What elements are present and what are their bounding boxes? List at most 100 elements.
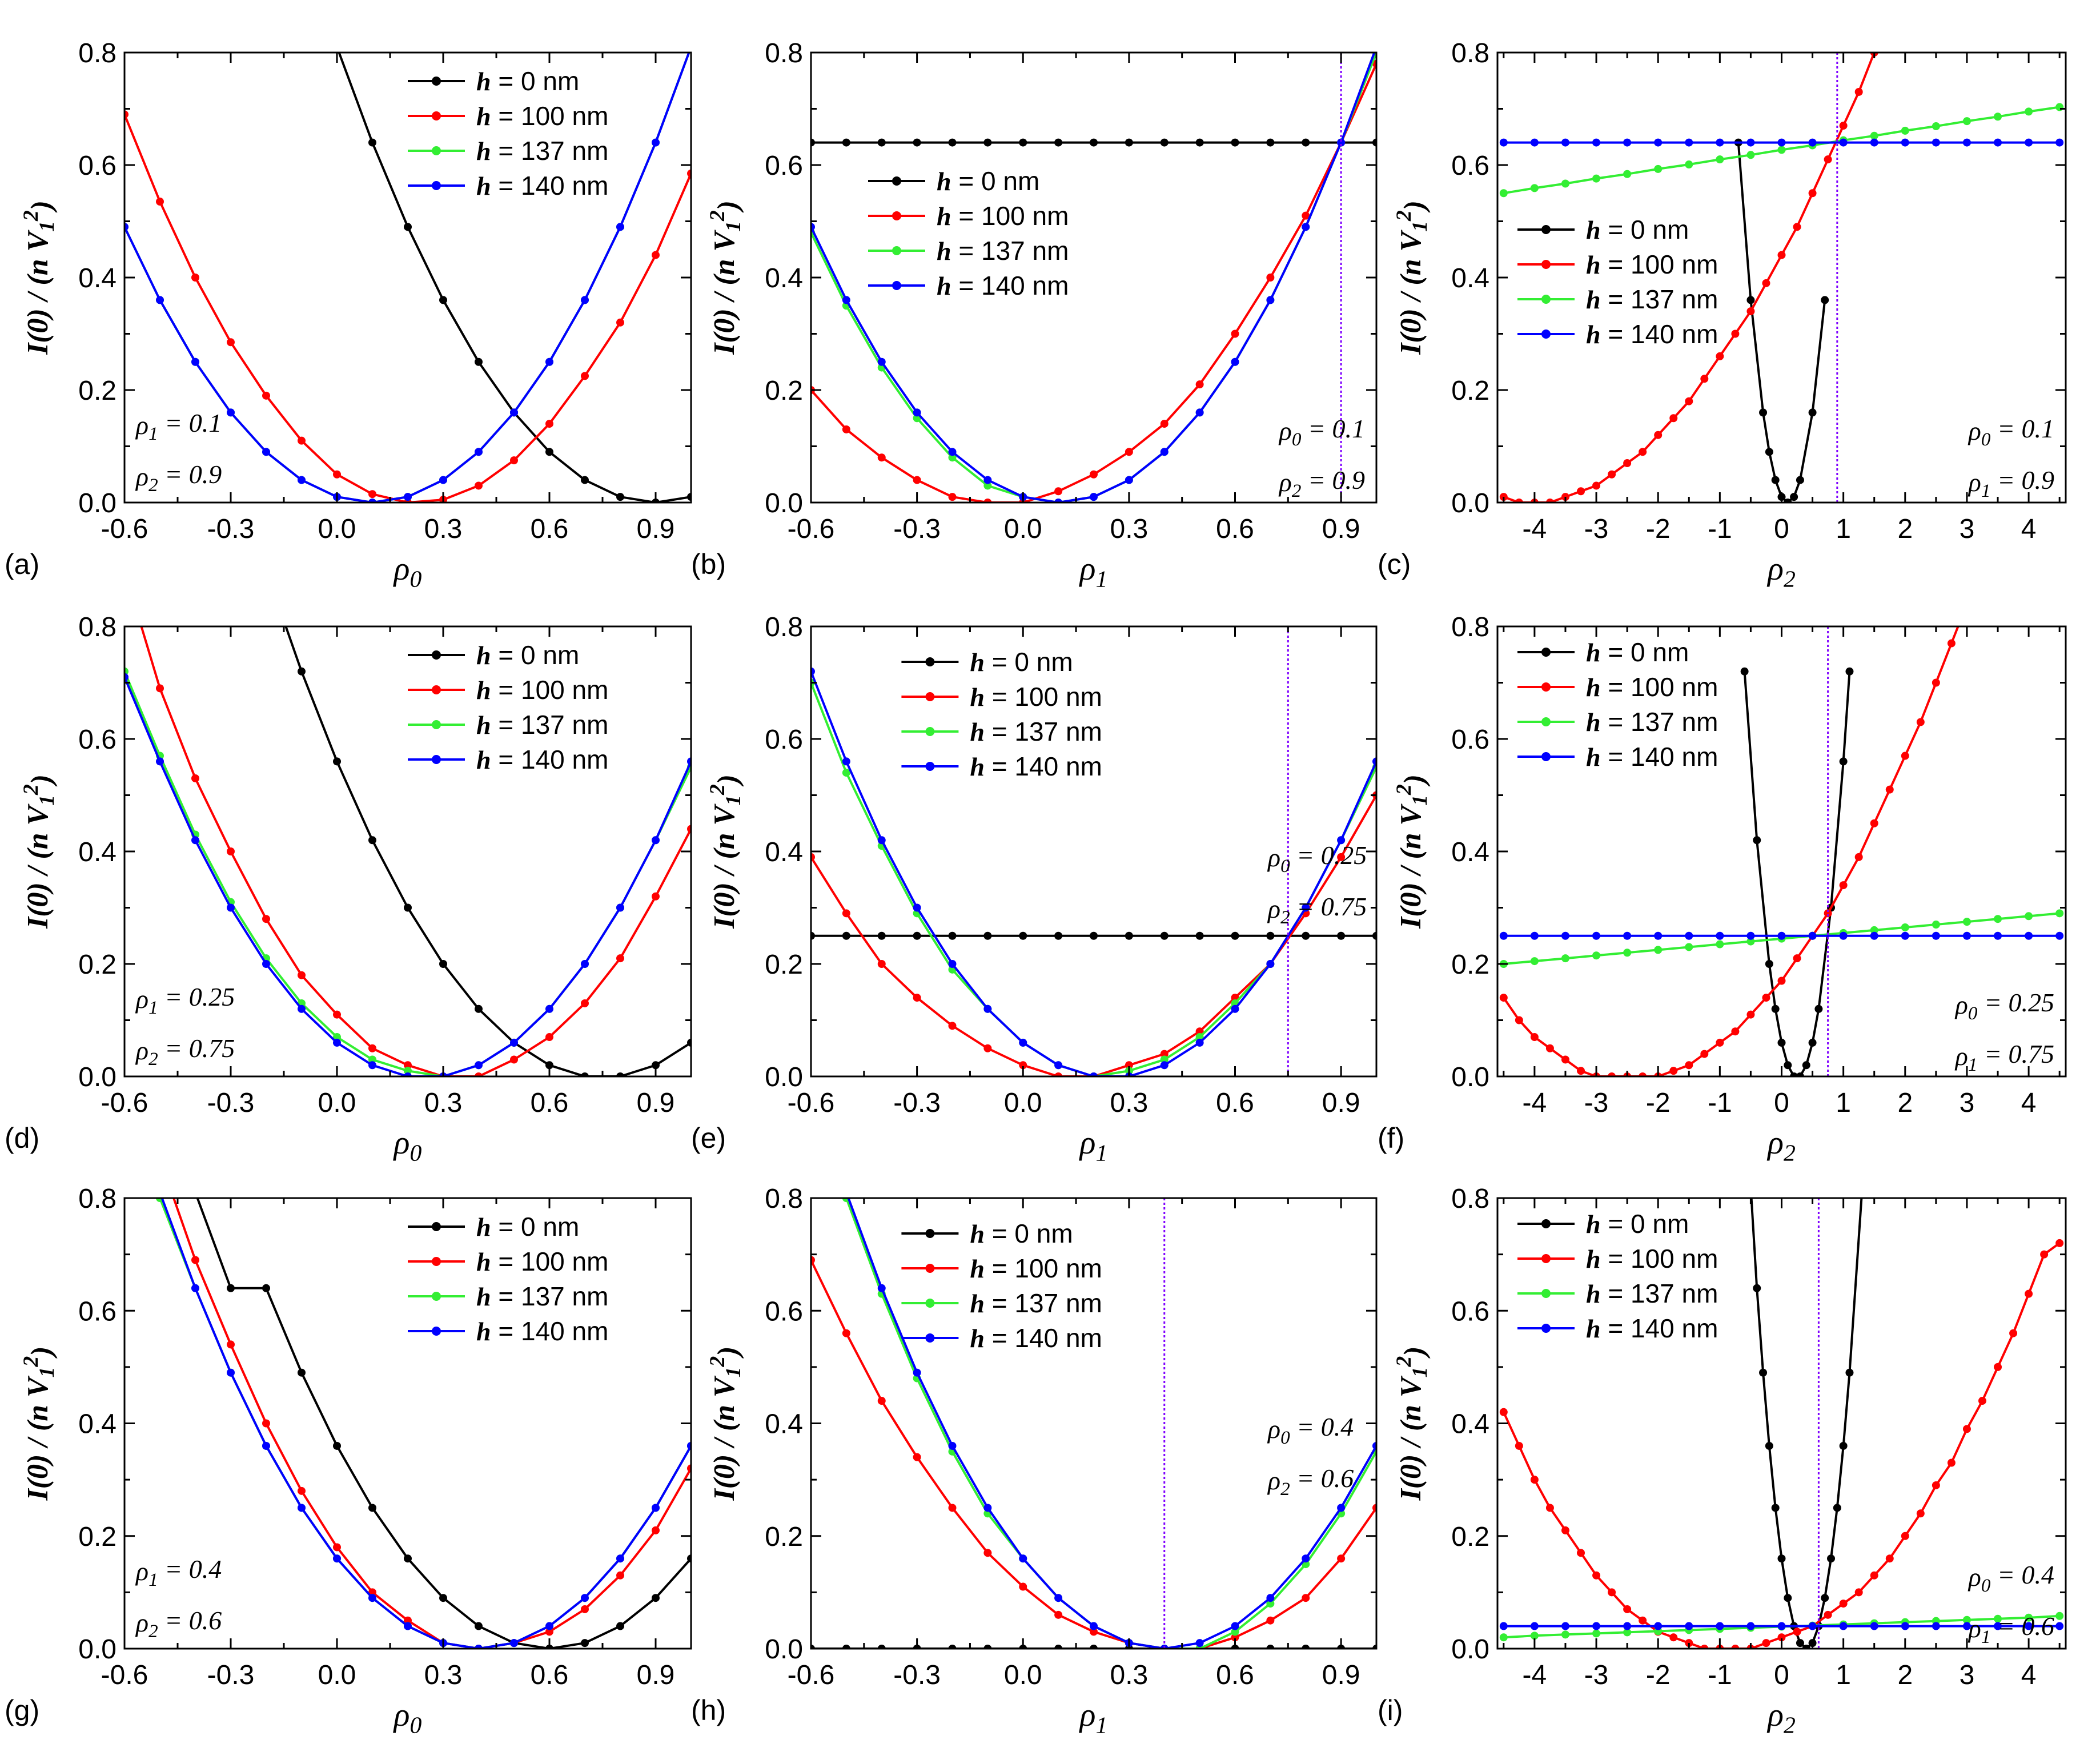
data-point (1824, 1610, 1832, 1619)
x-tick-label: 0.6 (1216, 514, 1254, 544)
data-point (1901, 1532, 1909, 1540)
data-point (1195, 380, 1204, 389)
legend-entry: h = 137 nm (1586, 284, 1718, 314)
data-point (1499, 994, 1508, 1002)
legend-entry: h = 0 nm (970, 1219, 1073, 1248)
parameter-annotation: ρ2 = 0.6 (1267, 1464, 1354, 1500)
y-tick-label: 0.8 (78, 1184, 117, 1214)
data-point (1266, 960, 1275, 968)
data-point (1962, 1616, 1971, 1624)
data-point (1824, 909, 1832, 918)
data-point (510, 408, 518, 417)
data-point (1266, 1594, 1275, 1602)
data-point (1372, 757, 1376, 766)
legend-prefix: h (970, 1289, 985, 1318)
legend-label: = 140 nm (491, 171, 609, 200)
legend-entry: h = 140 nm (970, 1323, 1102, 1353)
data-point (1561, 931, 1569, 940)
data-point (1746, 307, 1755, 316)
data-point (404, 493, 412, 501)
plot-area-d (125, 626, 691, 1076)
y-tick-label: 0.0 (1451, 1634, 1489, 1665)
parameter-annotation: ρ0 = 0.25 (1954, 988, 2054, 1024)
legend-prefix: h (937, 167, 951, 196)
x-tick-label: 0.3 (424, 1660, 463, 1690)
data-point (298, 667, 306, 676)
legend-entry: h = 140 nm (1586, 319, 1718, 349)
data-point (298, 1486, 306, 1495)
data-point (2025, 912, 2033, 921)
data-point (652, 892, 660, 901)
legend-entry: h = 140 nm (1586, 1313, 1718, 1343)
data-point (1195, 408, 1204, 417)
data-point (983, 1549, 992, 1557)
legend-swatch-marker (432, 650, 441, 660)
legend-prefix: h (1586, 215, 1601, 244)
x-tick-label: -0.3 (207, 1088, 255, 1118)
y-tick-label: 0.0 (765, 1062, 803, 1092)
data-point (687, 757, 691, 766)
data-point (1700, 1645, 1709, 1649)
data-point (1845, 1368, 1854, 1377)
legend-swatch-marker (432, 720, 441, 729)
x-tick-label: 0.9 (637, 514, 675, 544)
data-point (1814, 1004, 1823, 1013)
legend-prefix: h (476, 710, 491, 740)
panel-c: -4 -3 -2 -1 0 1 2 3 4 0.0 0.2 0.4 0.6 0.8 ρ2 I(0) / (n … (1378, 38, 2067, 593)
legend-label: = 140 nm (951, 271, 1069, 300)
data-point (404, 1067, 412, 1075)
data-point (1372, 43, 1380, 51)
data-point (1777, 251, 1786, 259)
data-point (368, 499, 376, 503)
plot-area-b (811, 43, 1380, 503)
x-tick-label: 0.3 (424, 514, 463, 544)
legend-prefix: h (937, 271, 951, 300)
legend-prefix: h (970, 1324, 985, 1353)
legend-label: = 100 nm (491, 1247, 609, 1276)
data-point (1771, 476, 1780, 484)
data-point (1530, 1033, 1539, 1042)
legend-entry: h = 137 nm (476, 710, 608, 740)
data-point (1839, 122, 1848, 130)
legend-entry: h = 0 nm (937, 166, 1039, 196)
data-point (1019, 138, 1027, 147)
data-point (475, 357, 483, 366)
data-point (125, 110, 129, 119)
data-point (1746, 151, 1755, 159)
legend-entry: h = 140 nm (476, 1316, 608, 1346)
x-tick-label: 0.6 (531, 1660, 569, 1690)
legend-entry: h = 100 nm (1586, 1244, 1718, 1273)
x-axis-title: ρ2 (1766, 550, 1796, 593)
legend-label: = 140 nm (491, 745, 609, 774)
data-point (1302, 903, 1310, 912)
x-tick-label: -0.6 (788, 1088, 835, 1118)
data-point (1372, 1504, 1376, 1512)
legend-label: = 140 nm (985, 1323, 1102, 1353)
data-point (1777, 1622, 1786, 1630)
data-point (1499, 1622, 1508, 1630)
data-point (1592, 1629, 1601, 1638)
data-point (1700, 375, 1709, 383)
y-tick-label: 0.8 (765, 1184, 803, 1214)
data-point (1870, 1622, 1878, 1630)
legend-label: = 100 nm (1601, 1244, 1718, 1273)
data-point (439, 476, 447, 484)
data-point (948, 138, 957, 147)
data-point (581, 476, 589, 484)
legend-label: = 0 nm (1601, 1209, 1689, 1239)
data-point (2055, 1622, 2064, 1630)
parameter-annotation: ρ1 = 0.1 (135, 408, 222, 444)
legend-prefix: h (476, 1317, 491, 1346)
x-axis-title: ρ0 (393, 1124, 422, 1167)
x-tick-label: 0.9 (1322, 1660, 1360, 1690)
parameter-annotation: ρ0 = 0.25 (1267, 841, 1367, 877)
data-point (1337, 853, 1346, 861)
data-point (983, 1504, 992, 1512)
y-tick-label: 0.2 (78, 376, 117, 406)
data-point (913, 408, 921, 417)
x-tick-label: 0.3 (1110, 514, 1149, 544)
data-point (913, 1368, 921, 1377)
legend-swatch-marker (432, 146, 441, 155)
data-point (1054, 1072, 1063, 1076)
legend-prefix: h (970, 1219, 985, 1248)
